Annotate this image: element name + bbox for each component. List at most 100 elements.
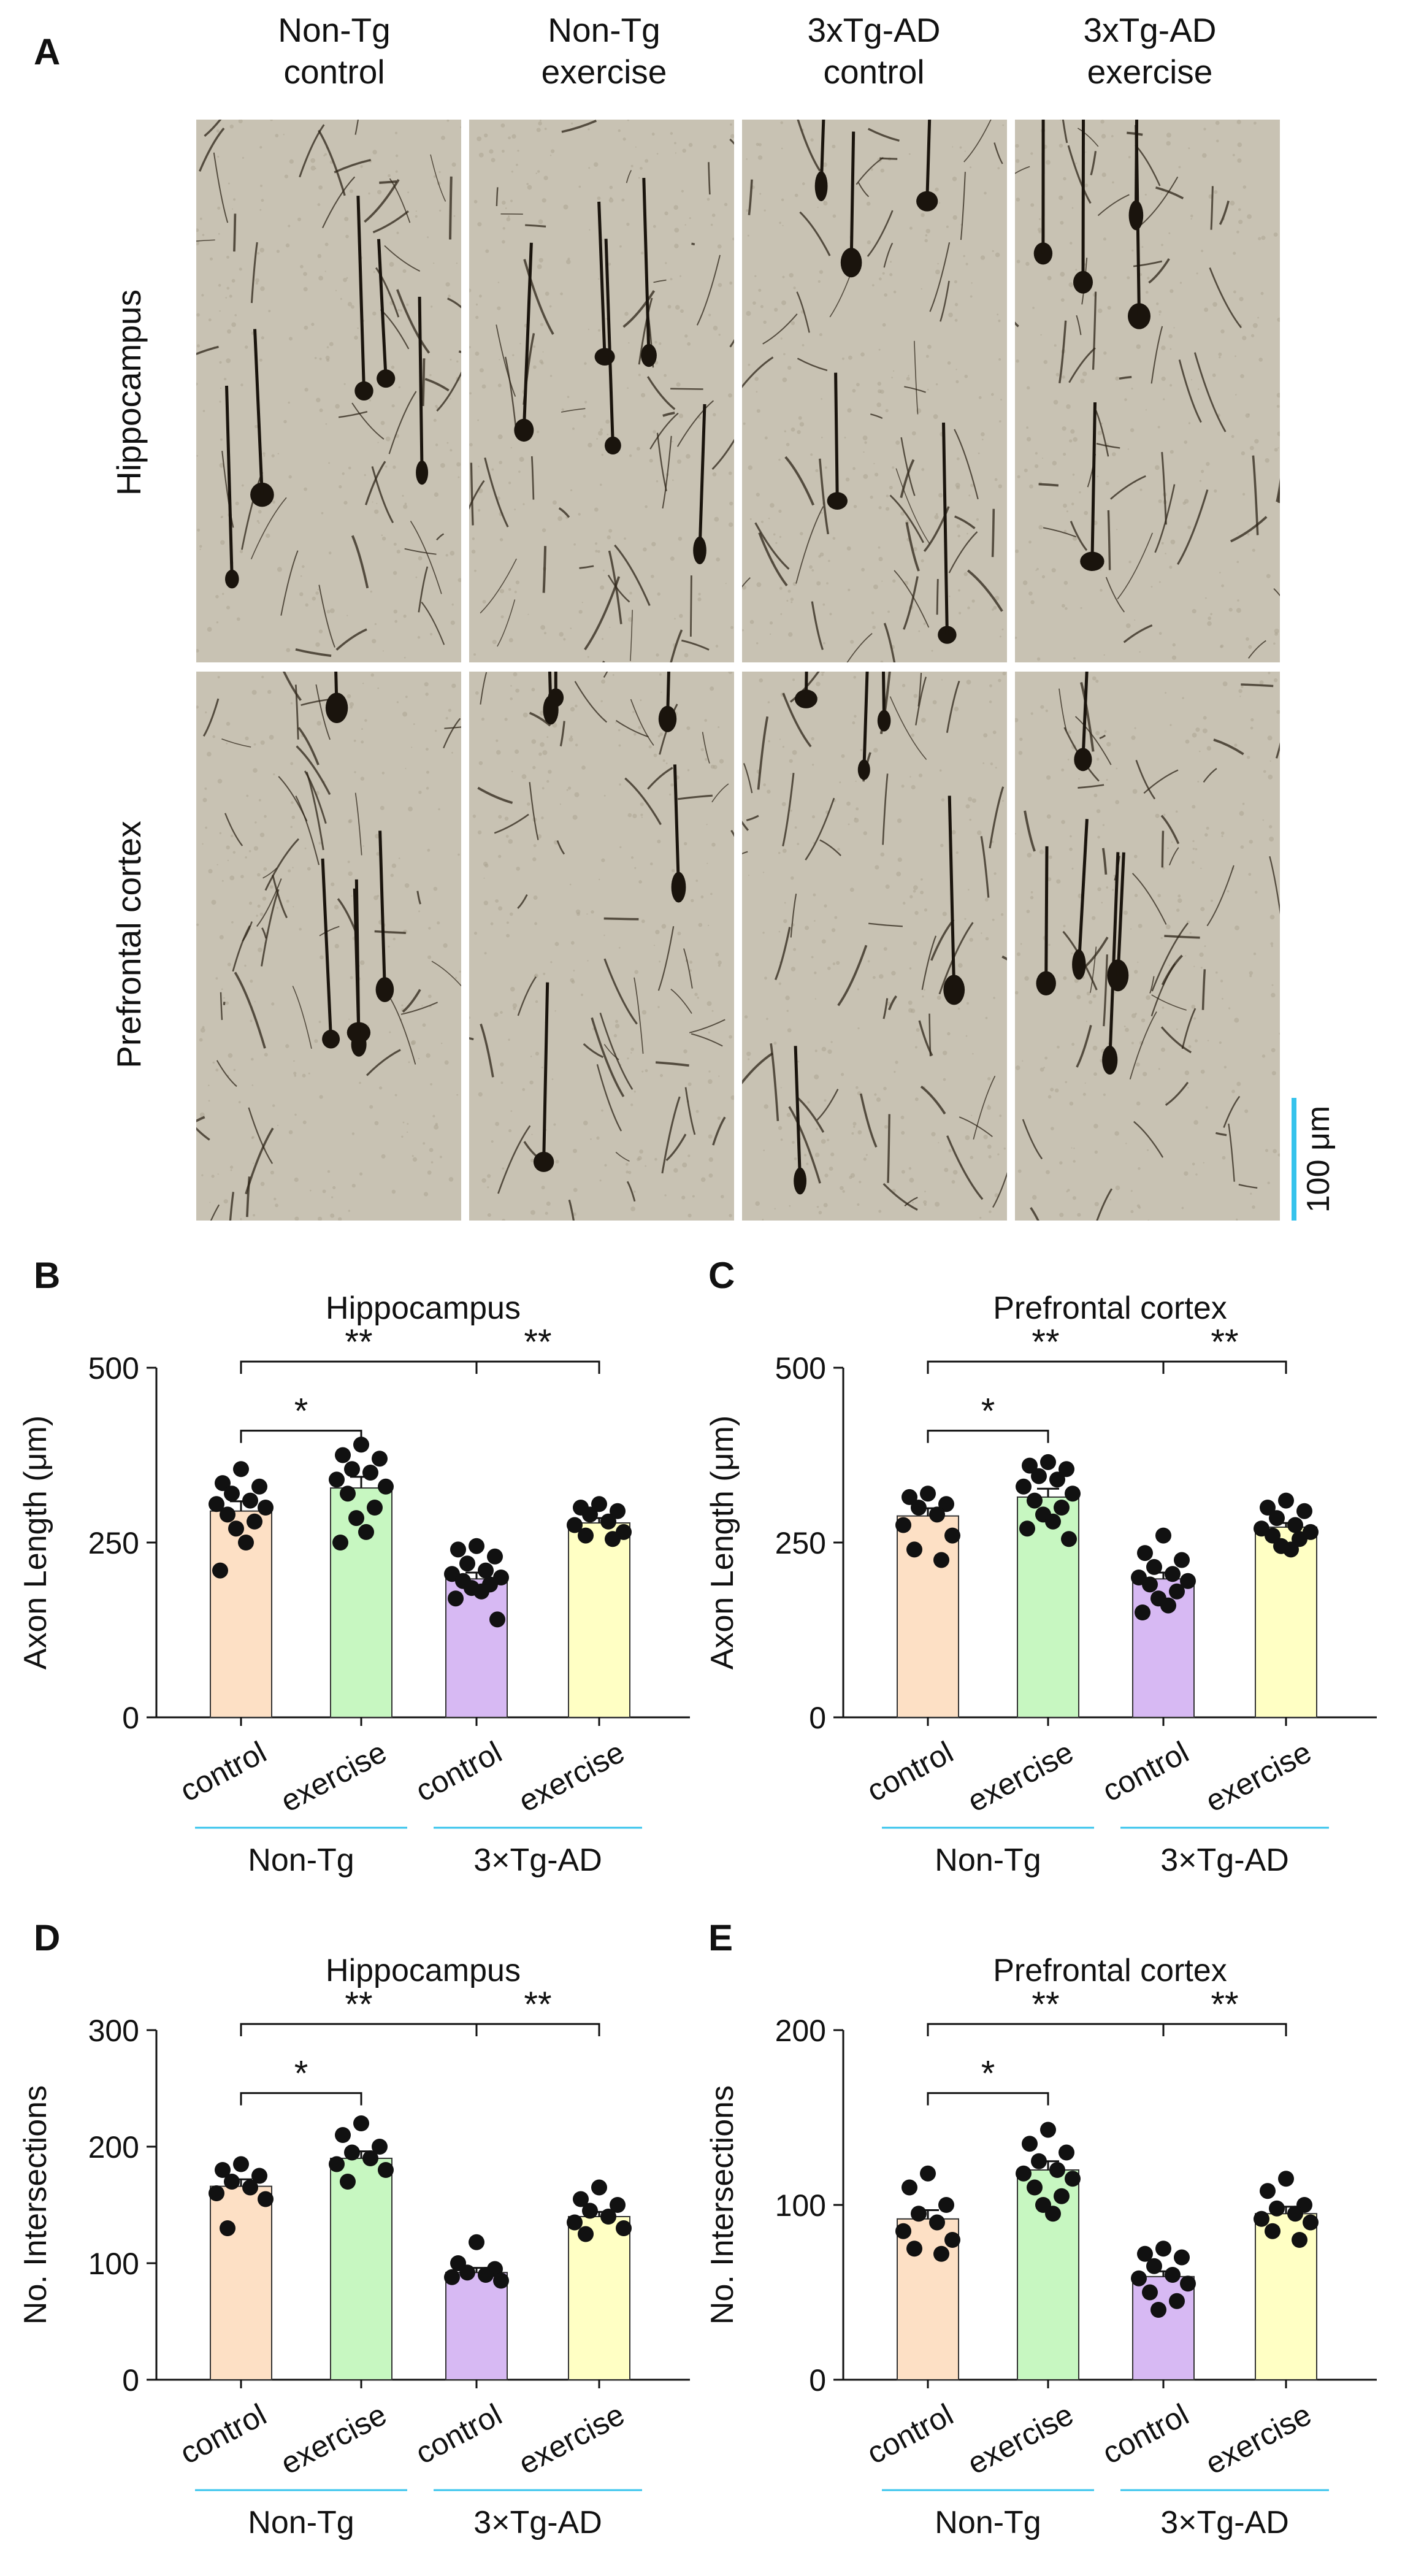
data-point (1022, 1457, 1038, 1474)
significance-label: * (981, 1392, 995, 1432)
data-point (1269, 2200, 1285, 2217)
data-point (1180, 1573, 1196, 1589)
significance-label: ** (524, 1985, 551, 2025)
data-point (1292, 2232, 1307, 2248)
data-point (372, 2139, 388, 2155)
data-point (573, 2191, 589, 2207)
data-point (1059, 2144, 1074, 2161)
data-point (378, 2162, 394, 2178)
micrograph-hippocampus-2 (469, 120, 734, 662)
bar (210, 2185, 272, 2380)
data-point (340, 2174, 356, 2190)
data-point (344, 1461, 360, 1478)
data-point (1278, 2171, 1294, 2187)
data-point (1027, 2179, 1043, 2196)
column-header-2-line1: Non-Tg (548, 11, 660, 49)
significance-label: ** (1032, 1985, 1059, 2025)
data-point (1269, 1510, 1285, 1527)
data-point (448, 1590, 464, 1607)
data-point (567, 1517, 583, 1533)
group-label: 3×Tg-AD (1160, 2505, 1289, 2540)
data-point (938, 2197, 954, 2213)
row-label-hippocampus: Hippocampus (110, 289, 148, 496)
bar (568, 2216, 630, 2380)
data-point (1155, 2241, 1171, 2257)
data-point (1260, 2183, 1276, 2199)
micrograph-prefrontal-1 (196, 672, 461, 1221)
group-label: Non-Tg (248, 2505, 354, 2540)
y-tick-label: 100 (88, 2247, 139, 2281)
data-point (493, 2272, 509, 2289)
data-point (1016, 1478, 1032, 1495)
significance-label: * (294, 2054, 308, 2094)
data-point (215, 1475, 231, 1492)
significance-bracket (475, 1360, 600, 1374)
data-point (1019, 1520, 1035, 1537)
data-point (920, 1485, 936, 1502)
data-point (1061, 1531, 1077, 1547)
data-point (335, 1447, 351, 1463)
micrograph-prefrontal-2 (469, 672, 734, 1221)
x-tick-label: control (410, 2397, 507, 2471)
data-point (938, 1496, 954, 1512)
significance-bracket (1162, 2023, 1287, 2036)
micrograph-hippocampus-3 (742, 120, 1007, 662)
data-point (1165, 2267, 1181, 2283)
y-axis-label: Axon Length (μm) (18, 1416, 53, 1669)
data-point (1131, 2270, 1147, 2287)
column-header-1-line2: control (283, 53, 385, 91)
data-point (1065, 2171, 1081, 2187)
micrograph-prefrontal-3 (742, 672, 1007, 1221)
data-point (582, 2202, 598, 2219)
y-axis-label: Axon Length (μm) (705, 1416, 740, 1669)
chart-b-hippocampus-axon-length: Hippocampus Axon Length (μm) 0 250 500 contro… (18, 1290, 690, 1878)
column-header-2: Non-Tg exercise (472, 9, 736, 93)
x-tick-label: exercise (1200, 1735, 1317, 1819)
data-point (911, 2206, 927, 2222)
group-label: Non-Tg (935, 2505, 1041, 2540)
group-label: Non-Tg (935, 1842, 1041, 1878)
data-point (1137, 2245, 1153, 2262)
data-point (332, 1535, 348, 1551)
data-point (233, 1461, 249, 1478)
column-header-2-line2: exercise (541, 53, 667, 91)
significance-bracket (240, 2092, 362, 2106)
significance-label: ** (1211, 1322, 1238, 1362)
y-tick-label: 0 (809, 2363, 826, 2398)
data-point (469, 1538, 484, 1554)
data-point (1146, 2258, 1162, 2274)
row-label-prefrontal-cortex: Prefrontal cortex (110, 821, 148, 1068)
y-tick-label: 100 (775, 2188, 826, 2223)
data-point (378, 1478, 394, 1495)
data-point (1155, 1527, 1171, 1544)
data-point (1169, 2293, 1185, 2309)
data-point (906, 1541, 922, 1558)
data-point (1169, 1583, 1185, 1600)
data-point (1016, 2165, 1032, 2182)
data-point (372, 1451, 388, 1467)
data-point (591, 1496, 607, 1512)
data-point (902, 2179, 917, 2196)
y-tick-label: 250 (775, 1526, 826, 1560)
significance-bracket (927, 2023, 1165, 2036)
x-tick-label: exercise (513, 1735, 630, 1819)
column-header-4-line2: exercise (1087, 53, 1213, 91)
panel-d-letter: D (34, 1917, 61, 1958)
scale-bar (1292, 1098, 1296, 1221)
significance-bracket (927, 1360, 1165, 1374)
data-point (1254, 2210, 1269, 2227)
data-point (1065, 1485, 1081, 1502)
data-point (367, 1500, 383, 1516)
data-point (1287, 2206, 1303, 2222)
data-point (1174, 2249, 1190, 2266)
data-point (450, 1541, 466, 1558)
group-label: 3×Tg-AD (473, 2505, 602, 2540)
data-point (616, 2220, 632, 2236)
significance-label: * (294, 1392, 308, 1432)
data-point (224, 2174, 240, 2190)
data-point (605, 1531, 621, 1547)
data-point (251, 1478, 267, 1495)
significance-bracket (240, 1430, 362, 1443)
data-point (578, 2226, 594, 2242)
y-tick-label: 200 (88, 2130, 139, 2164)
